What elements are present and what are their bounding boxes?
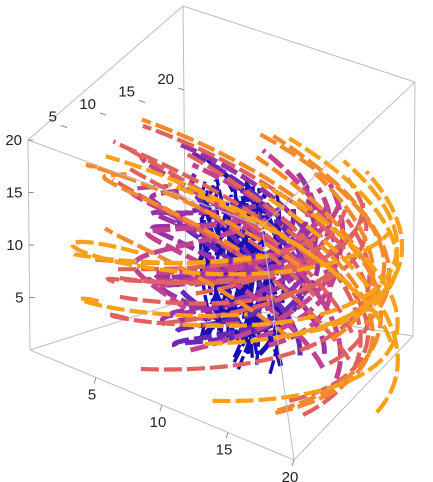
stream-tube-43 [279, 224, 371, 403]
stream-tube-67 [204, 169, 405, 346]
stream-tubes [69, 117, 405, 417]
stream-tube-66 [77, 296, 248, 319]
axis-ticks: 5 10 15 20 5 10 15 20 5 10 15 20 [5, 71, 298, 482]
stream-tube-63 [287, 136, 400, 338]
stream-tube-52 [313, 171, 376, 342]
z-tick-label-1: 10 [6, 237, 23, 254]
stream-tube-60 [167, 181, 393, 343]
stream-tube-50 [274, 244, 375, 415]
stream-tube-51 [102, 172, 241, 252]
stream-tube-55 [141, 117, 383, 301]
y-tick-mark-0 [60, 125, 68, 128]
x-tick-mark-0 [93, 377, 97, 384]
stream-tube-30 [224, 207, 344, 400]
stream-tube-49 [142, 123, 373, 366]
stream-tube-58 [272, 134, 392, 326]
stream-tube-62 [264, 194, 400, 414]
stream-tube-40 [117, 232, 324, 272]
stream-tube-53 [103, 226, 292, 341]
y-tick-mark-3 [177, 87, 185, 91]
x-tick-label-2: 15 [216, 442, 233, 459]
x-tick-label-0: 5 [88, 387, 96, 404]
stream-tube-69 [69, 230, 392, 277]
stream-tube-59 [85, 162, 301, 268]
z-tick-label-3: 20 [5, 132, 22, 149]
y-tick-label-0: 5 [49, 109, 57, 126]
stream-tube-42 [119, 177, 369, 306]
y-tick-label-3: 20 [157, 71, 174, 88]
z-tick-label-2: 15 [6, 185, 23, 202]
stream-tube-45 [161, 271, 332, 326]
x-tick-mark-2 [225, 432, 229, 439]
stream-tube-68 [73, 252, 270, 265]
x-tick-mark-1 [159, 404, 163, 412]
y-tick-label-1: 10 [79, 96, 96, 113]
stream-tube-33 [131, 216, 268, 311]
y-tick-mark-1 [99, 112, 107, 116]
x-tick-mark-3 [291, 459, 295, 467]
stream-tube-32 [189, 182, 346, 353]
y-tick-mark-2 [138, 100, 146, 103]
stream-tube-64 [212, 181, 400, 404]
x-tick-label-1: 10 [150, 414, 167, 431]
stream-tube-19 [153, 228, 322, 282]
stream-tube-65 [182, 159, 400, 329]
z-tick-label-0: 5 [15, 290, 23, 307]
x-tick-label-3: 20 [282, 469, 299, 482]
y-tick-label-2: 15 [118, 84, 135, 101]
stream-tube-15 [166, 243, 312, 318]
stream-tube-37 [123, 144, 354, 334]
stream-tube-61 [105, 154, 360, 297]
